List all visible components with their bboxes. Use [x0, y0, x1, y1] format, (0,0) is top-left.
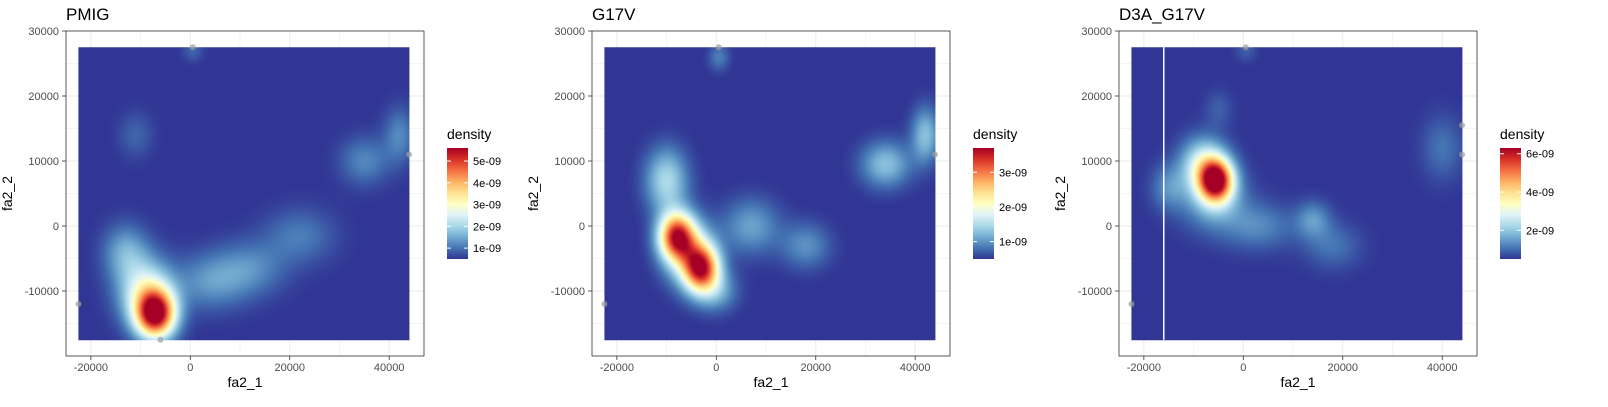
y-tick-label: 10000: [28, 156, 59, 168]
data-point: [189, 44, 196, 51]
y-axis-title: fa2_2: [525, 176, 541, 211]
legend-label: 2e-09: [999, 202, 1027, 214]
data-point: [1459, 122, 1466, 129]
x-axis-title: fa2_1: [753, 374, 788, 390]
legend: density 2e-09 4e-09 6e-09: [1500, 126, 1554, 259]
panel-3: -20000 0 20000 40000 -10000 0 10000 20000 30000 D…: [1052, 5, 1554, 390]
x-axis-title: fa2_1: [227, 374, 262, 390]
legend-title: density: [447, 126, 491, 142]
legend-label: 3e-09: [473, 200, 501, 212]
legend-label: 3e-09: [999, 167, 1027, 179]
legend-label: 2e-09: [1526, 225, 1554, 237]
x-tick-label: 40000: [900, 362, 931, 374]
data-point: [75, 301, 82, 307]
data-point: [601, 301, 608, 307]
y-tick-label: -10000: [551, 286, 585, 298]
panel-border: [65, 30, 425, 357]
y-tick-label: 30000: [554, 26, 585, 38]
y-tick-label: 20000: [554, 91, 585, 103]
y-tick-label: -10000: [1078, 286, 1112, 298]
x-tick-label: 0: [1240, 362, 1246, 374]
x-tick-label: 40000: [374, 362, 405, 374]
x-tick-label: 0: [187, 362, 193, 374]
legend-label: 2e-09: [473, 221, 501, 233]
y-tick-label: 20000: [1081, 91, 1112, 103]
x-axis-title: fa2_1: [1280, 374, 1315, 390]
panel-border: [1118, 30, 1478, 357]
data-point: [715, 44, 722, 51]
y-tick-label: 30000: [28, 26, 59, 38]
y-tick-label: 20000: [28, 91, 59, 103]
legend-label: 1e-09: [473, 243, 501, 255]
x-tick-label: 0: [713, 362, 719, 374]
y-tick-label: 30000: [1081, 26, 1112, 38]
data-point: [157, 336, 164, 343]
legend-colorbar: [973, 148, 994, 259]
panel-title: D3A_G17V: [1119, 5, 1206, 24]
y-axis-title: fa2_2: [0, 176, 15, 211]
y-tick-label: 10000: [1081, 156, 1112, 168]
legend-title: density: [973, 126, 1017, 142]
legend-label: 1e-09: [999, 237, 1027, 249]
density-raster: [78, 47, 410, 341]
x-tick-label: 20000: [274, 362, 305, 374]
legend: density 1e-09 2e-09 3e-09: [973, 126, 1027, 259]
legend-label: 4e-09: [473, 178, 501, 190]
data-point: [406, 151, 413, 158]
legend-label: 5e-09: [473, 156, 501, 168]
data-point: [1242, 44, 1249, 51]
x-tick-label: -20000: [1127, 362, 1161, 374]
data-point: [932, 151, 939, 158]
density-raster: [604, 47, 936, 341]
x-tick-label: -20000: [600, 362, 634, 374]
panel-title: G17V: [592, 5, 636, 24]
panel-1: -20000 0 20000 40000 -10000 0 10000 20000 30000 P…: [0, 5, 501, 390]
y-tick-label: -10000: [25, 286, 59, 298]
x-tick-label: 40000: [1427, 362, 1458, 374]
panel-border: [591, 30, 951, 357]
y-tick-label: 0: [53, 221, 59, 233]
panel-title: PMIG: [66, 5, 109, 24]
legend-label: 6e-09: [1526, 149, 1554, 161]
legend-colorbar: [447, 148, 468, 259]
y-tick-label: 10000: [554, 156, 585, 168]
y-axis-title: fa2_2: [1052, 176, 1068, 211]
x-tick-label: 20000: [800, 362, 831, 374]
legend: density 1e-09 2e-09 3e-09 4e-09 5e-09: [447, 126, 501, 259]
data-point: [1128, 301, 1135, 307]
y-tick-label: 0: [579, 221, 585, 233]
legend-colorbar: [1500, 148, 1521, 259]
legend-label: 4e-09: [1526, 187, 1554, 199]
data-point: [1459, 151, 1466, 158]
x-tick-label: 20000: [1327, 362, 1358, 374]
density-raster: [1131, 47, 1463, 341]
panel-2: -20000 0 20000 40000 -10000 0 10000 20000 30000 G…: [525, 5, 1027, 390]
x-tick-label: -20000: [74, 362, 108, 374]
legend-title: density: [1500, 126, 1544, 142]
y-tick-label: 0: [1106, 221, 1112, 233]
